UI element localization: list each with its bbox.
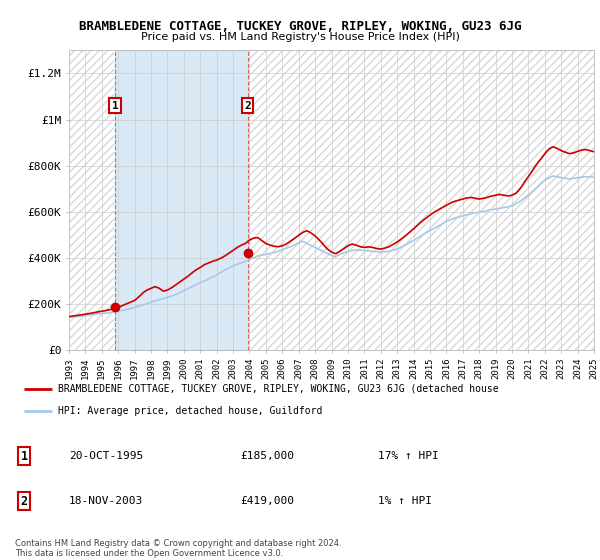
- Text: BRAMBLEDENE COTTAGE, TUCKEY GROVE, RIPLEY, WOKING, GU23 6JG: BRAMBLEDENE COTTAGE, TUCKEY GROVE, RIPLE…: [79, 20, 521, 32]
- Text: 20-OCT-1995: 20-OCT-1995: [69, 451, 143, 461]
- Text: 1: 1: [20, 450, 28, 463]
- Text: BRAMBLEDENE COTTAGE, TUCKEY GROVE, RIPLEY, WOKING, GU23 6JG (detached house: BRAMBLEDENE COTTAGE, TUCKEY GROVE, RIPLE…: [58, 384, 499, 394]
- Text: 1: 1: [112, 101, 118, 111]
- Text: 18-NOV-2003: 18-NOV-2003: [69, 496, 143, 506]
- Text: 2: 2: [244, 101, 251, 111]
- Text: Contains HM Land Registry data © Crown copyright and database right 2024.
This d: Contains HM Land Registry data © Crown c…: [15, 539, 341, 558]
- Text: 2: 2: [20, 494, 28, 508]
- Text: £185,000: £185,000: [240, 451, 294, 461]
- Text: 17% ↑ HPI: 17% ↑ HPI: [378, 451, 439, 461]
- Text: £419,000: £419,000: [240, 496, 294, 506]
- Text: 1% ↑ HPI: 1% ↑ HPI: [378, 496, 432, 506]
- Text: Price paid vs. HM Land Registry's House Price Index (HPI): Price paid vs. HM Land Registry's House …: [140, 32, 460, 43]
- Text: HPI: Average price, detached house, Guildford: HPI: Average price, detached house, Guil…: [58, 406, 322, 416]
